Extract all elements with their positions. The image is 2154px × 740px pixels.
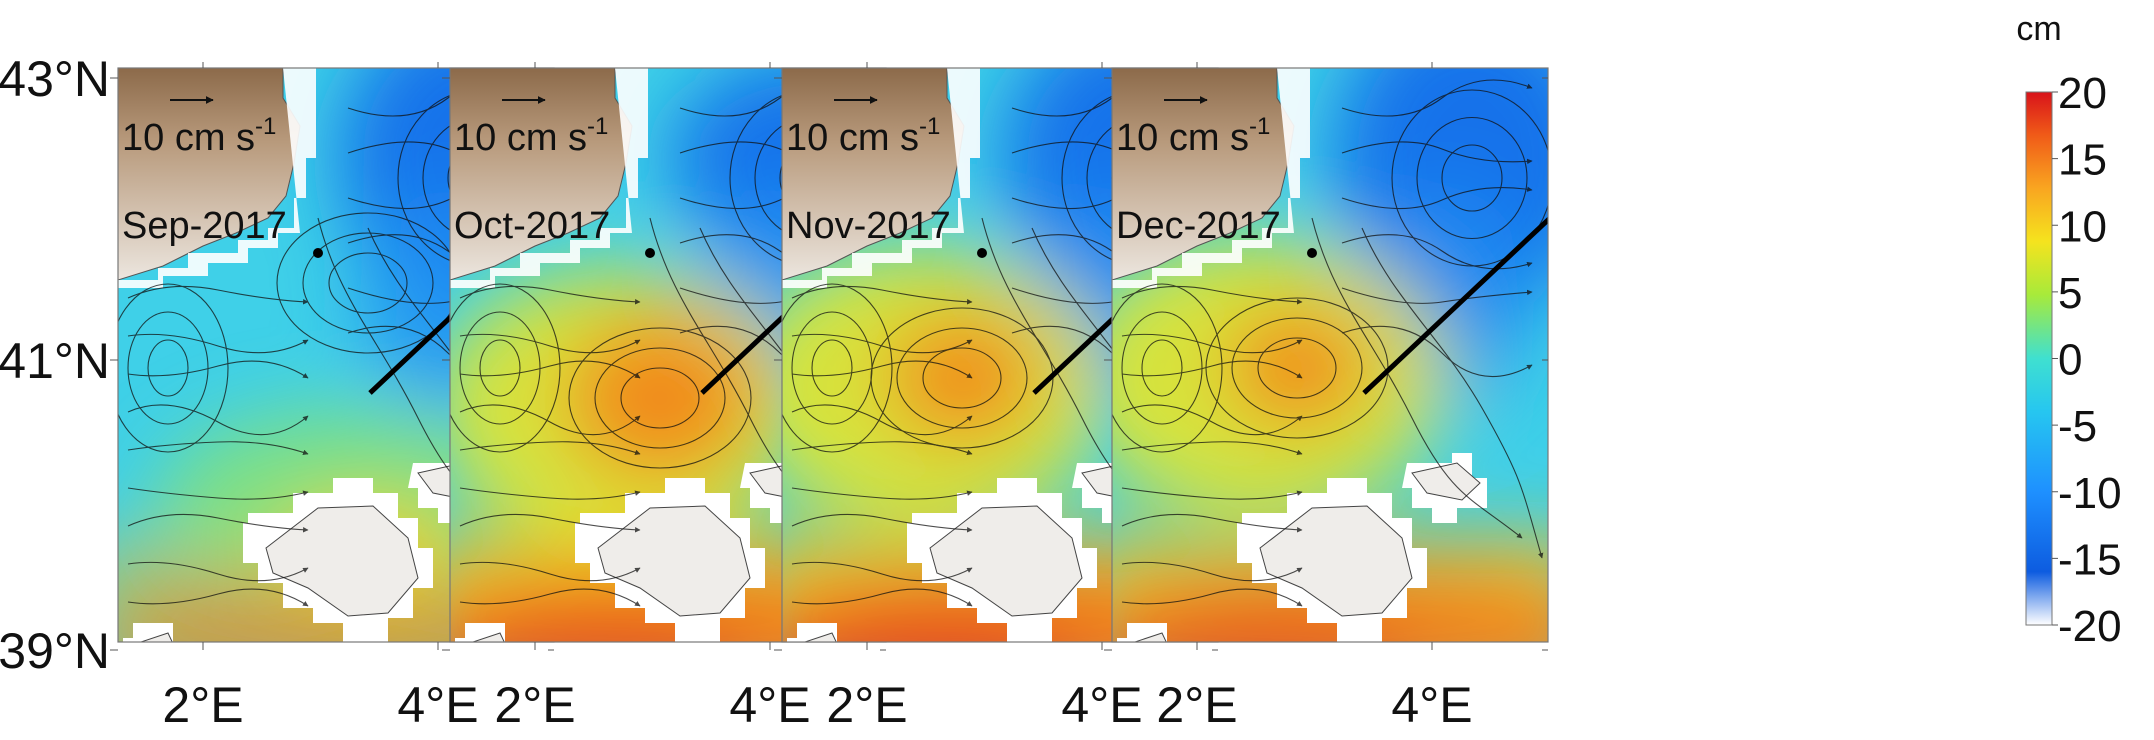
coastline-land (782, 68, 965, 281)
lon-tick-label: 2°E (826, 677, 907, 733)
mallorca-island (265, 505, 419, 617)
lat-tick-label: 43°N (0, 51, 110, 107)
axis-labels: 2°E 4°E 2°E 4°E 2°E 4°E 2°E 4°E43°N41°N39°N (0, 51, 1473, 733)
colorbar: cm 20 15 10 5 0 -5 -10 -15 -20 (2016, 10, 2121, 651)
panel-frame (1111, 67, 1549, 643)
panel-month-label: Dec-2017 (1116, 205, 1281, 247)
map-panel-4: 10 cm s-1 Dec-2017 (1104, 62, 1549, 651)
scale-label: 10 cm s-1 (1116, 113, 1270, 159)
mallorca-island (597, 505, 751, 617)
sea-level-field (1112, 68, 1548, 642)
scale-label: 10 cm s-1 (122, 113, 276, 159)
lat-tick-label: 39°N (0, 623, 110, 679)
mallorca-island (929, 505, 1083, 617)
colorbar-tick-label: 10 (2058, 202, 2107, 251)
colorbar-tick-label: -15 (2058, 535, 2122, 584)
scale-label: 10 cm s-1 (786, 113, 940, 159)
current-streamlines (1112, 79, 1548, 607)
colorbar-tick-label: -10 (2058, 469, 2122, 518)
station-marker (977, 248, 987, 258)
colorbar-gradient (2025, 91, 2053, 626)
scale-label: 10 cm s-1 (454, 113, 608, 159)
lon-tick-label: 2°E (1156, 677, 1237, 733)
lon-tick-label: 2°E (162, 677, 243, 733)
lon-tick-label: 4°E (1391, 677, 1472, 733)
colorbar-tick-label: 15 (2058, 136, 2107, 185)
coastline-land (118, 68, 301, 281)
colorbar-tick-label: -5 (2058, 402, 2097, 451)
coastline-land (1112, 68, 1295, 281)
map-panels: 10 cm s-1 Sep-2017 10 cm s-1 Oct-2017 10 cm … (110, 62, 1549, 651)
station-marker (1307, 248, 1317, 258)
transect-line (1362, 216, 1548, 395)
menorca-island (1411, 462, 1481, 501)
lon-tick-label: 4°E (1061, 677, 1142, 733)
lat-tick-label: 41°N (0, 333, 110, 389)
lon-tick-label: 4°E (729, 677, 810, 733)
colorbar-tick-label: 20 (2058, 69, 2107, 118)
station-marker (313, 248, 323, 258)
colorbar-unit: cm (2016, 10, 2061, 48)
coastline-land (450, 68, 633, 281)
lon-tick-label: 4°E (397, 677, 478, 733)
station-marker (645, 248, 655, 258)
lon-tick-label: 2°E (494, 677, 575, 733)
panel-month-label: Sep-2017 (122, 205, 287, 247)
colorbar-tick-label: 5 (2058, 269, 2082, 318)
mallorca-island (1259, 505, 1413, 617)
panel-month-label: Nov-2017 (786, 205, 951, 247)
colorbar-tick-label: -20 (2058, 602, 2122, 651)
panel-month-label: Oct-2017 (454, 205, 610, 247)
colorbar-tick-label: 0 (2058, 336, 2082, 385)
